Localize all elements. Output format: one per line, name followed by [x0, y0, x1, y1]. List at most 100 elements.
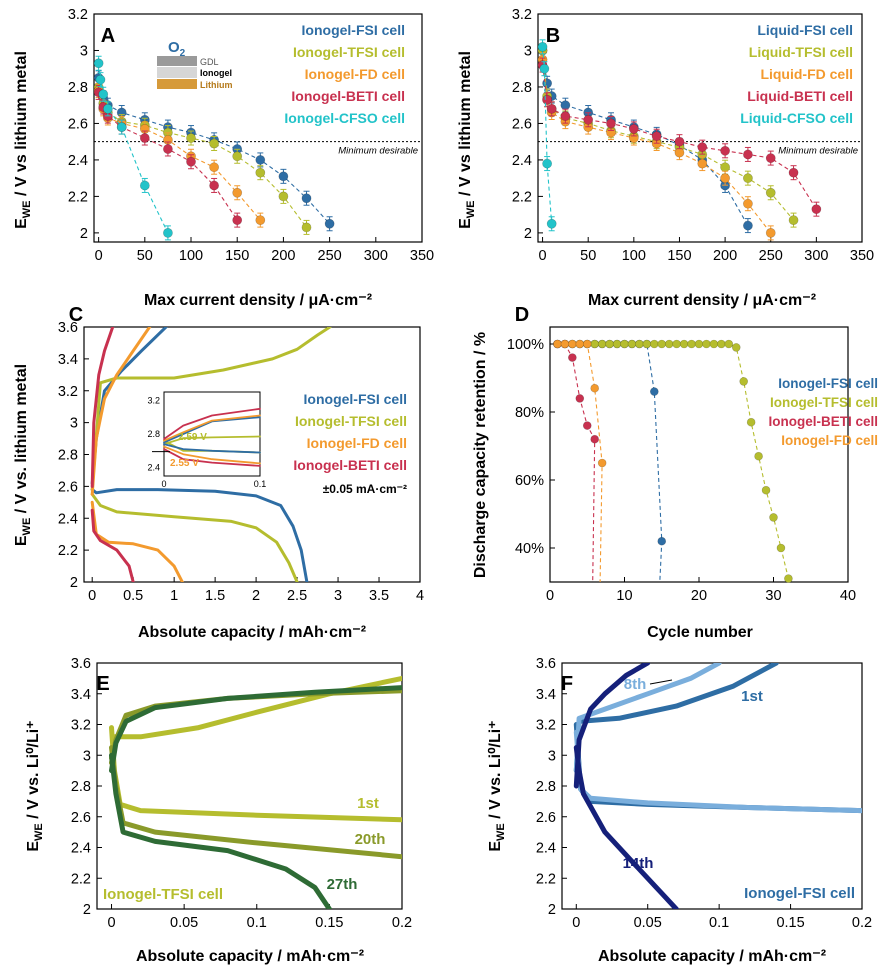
data-point — [743, 198, 753, 209]
x-tick-label: 50 — [580, 248, 596, 264]
data-point — [278, 171, 289, 182]
y-tick-label: 80% — [515, 405, 544, 421]
panel-B: 0 50 100 150 200 250 300 350 2 2.2 2.4 2.6 2.8 3 3.2 Ma… — [457, 7, 874, 309]
plot-frame — [96, 662, 403, 910]
x-tick-label: 30 — [765, 588, 781, 604]
x-tick-label: 0.1 — [247, 915, 267, 931]
inset-discharge-curve — [163, 443, 261, 454]
charge-curve — [573, 663, 722, 774]
y-tick-label: 3.6 — [536, 656, 556, 672]
x-axis-label: Absolute capacity / mAh·cm⁻² — [598, 948, 826, 965]
x-tick-label: 0 — [546, 588, 554, 604]
inset-discharge-curve — [163, 445, 261, 465]
data-point — [765, 227, 776, 238]
data-point — [232, 151, 243, 162]
data-point — [606, 118, 616, 129]
data-point — [568, 353, 577, 362]
data-point — [546, 218, 557, 229]
y-label-rest: / V vs. Li⁰/Li⁺ — [25, 720, 42, 823]
y-tick-label: 3.4 — [536, 687, 556, 703]
data-point — [301, 193, 312, 204]
y-label-main: E — [13, 218, 30, 229]
curves — [109, 675, 402, 909]
data-point — [560, 111, 571, 122]
x-tick-label: 150 — [225, 248, 249, 264]
data-point — [186, 156, 196, 167]
data-point — [694, 339, 704, 349]
data-point — [769, 513, 778, 522]
discharge-curve — [573, 745, 679, 909]
data-point — [739, 377, 749, 386]
data-point — [597, 458, 607, 468]
legend-entry: Ionogel-FSI cell — [304, 391, 407, 407]
cell-label: Ionogel-TFSI cell — [103, 886, 223, 903]
y-label-rest: / V vs. Li⁰/Li⁺ — [487, 720, 504, 823]
x-tick-label: 300 — [804, 248, 828, 264]
series-connector — [557, 343, 663, 583]
y-label-sub: WE — [495, 823, 507, 841]
gdl-label: GDL — [200, 57, 219, 67]
legend-entry: Ionogel-FSI cell — [302, 22, 405, 38]
data-point — [765, 153, 776, 163]
x-axis-label: Absolute capacity / mAh·cm⁻² — [138, 624, 366, 641]
data-point — [583, 114, 594, 125]
legend-entry: Ionogel-FD cell — [307, 435, 407, 451]
x-axis-label: Max current density / μA·cm⁻² — [144, 292, 372, 309]
x-tick-label: 250 — [318, 248, 342, 264]
data-point — [649, 387, 659, 396]
x-tick-label: 0 — [107, 915, 115, 931]
inset-label: 2.55 V — [170, 458, 199, 469]
y-tick-label: 2.8 — [71, 779, 91, 795]
data-point — [765, 187, 776, 198]
cycle-label: 14th — [623, 855, 654, 872]
legend-entry: Ionogel-FD cell — [305, 66, 405, 82]
legend-entry: Ionogel-BETI cell — [293, 457, 407, 473]
panel-E: 0 0.05 0.1 0.15 0.2 2 2.2 2.4 2.6 2.8 3 3.2 3.4 3.6 Ab… — [25, 656, 412, 965]
x-tick-label: 50 — [137, 248, 153, 264]
ionogel-label: Ionogel — [200, 68, 232, 78]
data-point — [743, 173, 753, 184]
y-axis-label: EWE / V vs lithium metal — [457, 51, 477, 229]
x-tick-label: 1.5 — [205, 588, 225, 604]
data-point — [116, 122, 127, 132]
data-point — [720, 145, 730, 156]
data-point — [209, 180, 220, 191]
y-tick-label: 2.6 — [58, 479, 78, 495]
y-tick-label: 60% — [515, 473, 544, 489]
charge-curve — [90, 327, 152, 496]
inset-plot: 0 0.1 2.4 2.8 3.2 2.59 V 2.55 V — [147, 391, 266, 489]
inset-charge-curve — [163, 414, 261, 442]
y-tick-label: 2.8 — [68, 80, 88, 96]
y-tick-label: 2.2 — [512, 189, 532, 205]
y-tick-label: 2 — [548, 902, 556, 918]
data-point — [743, 149, 753, 160]
panel-C: 0 0.5 1 1.5 2 2.5 3 3.5 4 2 2.2 2.4 2.6 2.8 3 3.2 3.4 3.6… — [13, 304, 424, 641]
charge-curve — [573, 663, 779, 774]
data-point — [679, 339, 689, 349]
y-tick-label: 2.2 — [71, 871, 91, 887]
series-connector — [98, 92, 238, 221]
cell-label: Ionogel-FSI cell — [744, 885, 855, 902]
x-tick-label: 0 — [95, 248, 103, 264]
inset-charge-curve — [163, 407, 261, 440]
x-tick-label: 0.05 — [170, 915, 198, 931]
data-point — [546, 103, 557, 114]
data-point — [539, 63, 550, 74]
data-point — [651, 131, 662, 142]
inset-y-tick: 3.2 — [147, 395, 160, 405]
x-tick-label: 0 — [572, 915, 580, 931]
cycle-label: 27th — [327, 876, 358, 893]
data-point — [746, 417, 756, 427]
data-point — [649, 339, 659, 349]
y-tick-label: 2.4 — [68, 153, 88, 169]
panel-letter: F — [561, 673, 573, 695]
x-tick-label: 3 — [334, 588, 342, 604]
data-point — [720, 173, 730, 184]
data-point — [657, 339, 667, 349]
inset-charge-curve — [163, 416, 261, 444]
y-tick-label: 2.4 — [512, 153, 532, 169]
x-tick-label: 350 — [850, 248, 874, 264]
y-tick-label: 3.4 — [58, 352, 78, 368]
